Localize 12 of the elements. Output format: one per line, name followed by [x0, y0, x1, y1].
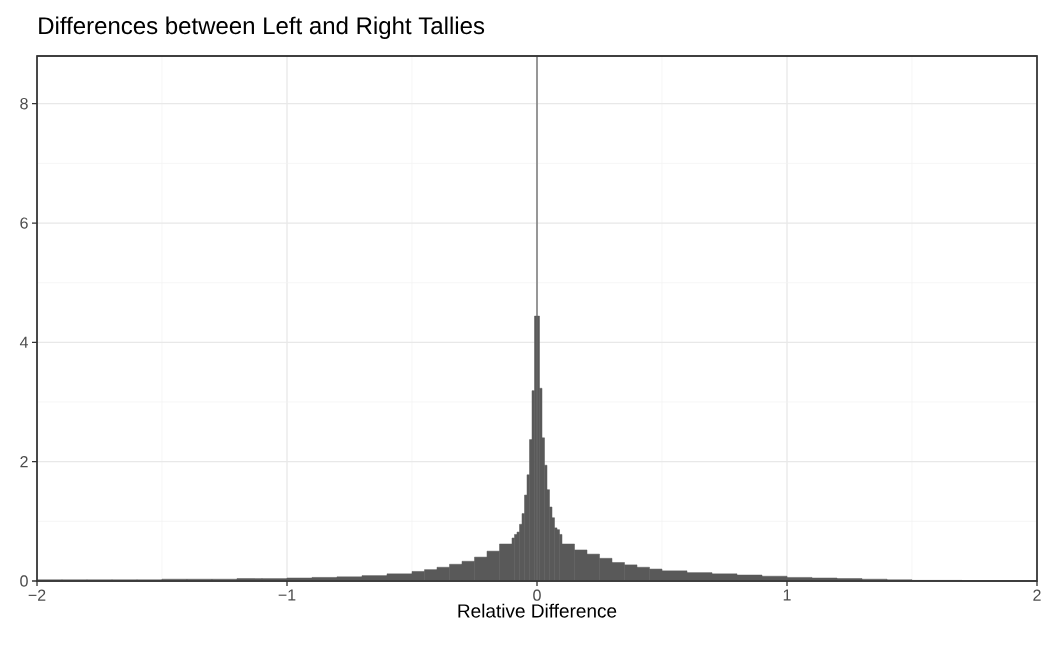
y-tick-label: 8 — [20, 98, 28, 110]
y-tick-label: 0 — [20, 575, 28, 587]
y-tick-label: 4 — [19, 336, 28, 348]
x-axis-title: Relative Difference — [458, 603, 617, 618]
x-tick-label: 1 — [783, 589, 791, 601]
y-tick-label: 2 — [20, 456, 28, 468]
x-tick-label: −2 — [28, 589, 46, 601]
chart-title: Differences between Left and Right Tallies — [39, 16, 485, 39]
x-tick-label: −1 — [278, 589, 296, 601]
x-tick-label: 2 — [1033, 589, 1041, 601]
x-tick-label: 0 — [533, 589, 541, 601]
y-tick-label: 6 — [20, 217, 28, 229]
